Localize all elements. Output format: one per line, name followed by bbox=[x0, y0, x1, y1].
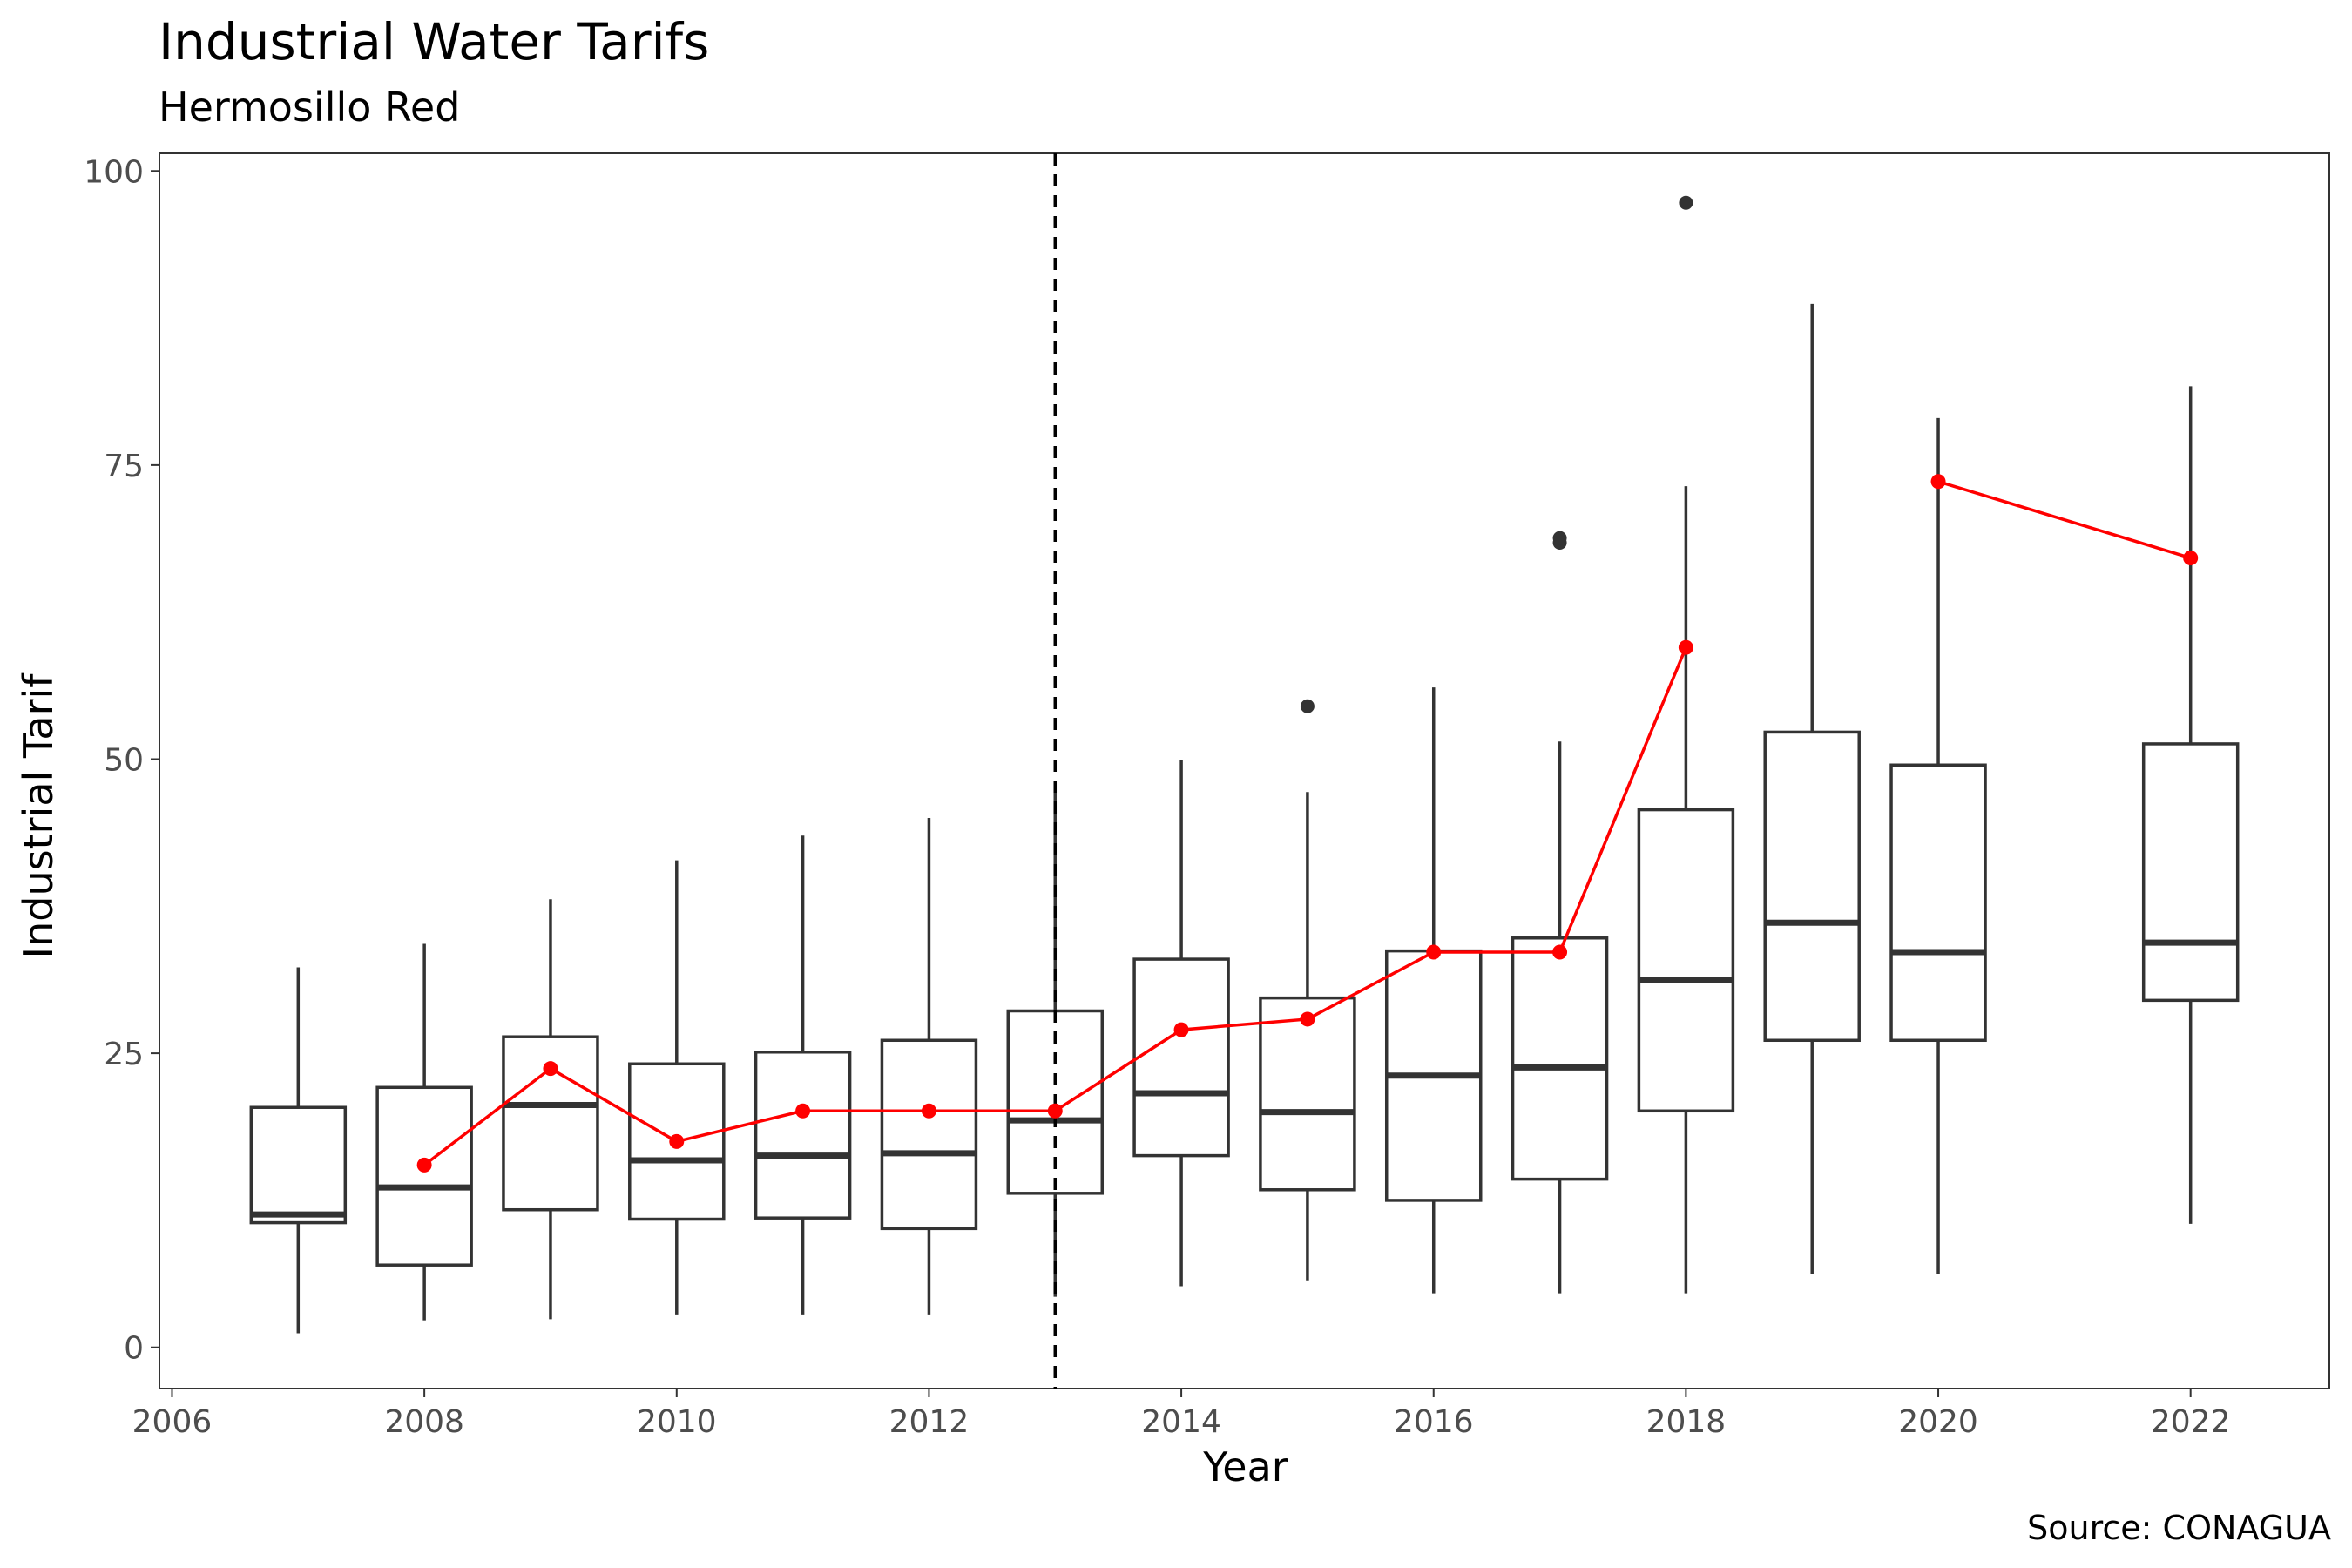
box-2022 bbox=[2141, 386, 2240, 1224]
box-body-2017 bbox=[1511, 936, 1609, 1181]
x-tick-label-2022: 2022 bbox=[2151, 1404, 2231, 1440]
box-2011 bbox=[754, 835, 852, 1315]
box-body-2011 bbox=[754, 1051, 852, 1220]
box-body-2022 bbox=[2141, 742, 2240, 1003]
box-2008 bbox=[375, 943, 473, 1321]
series-point-2012 bbox=[921, 1103, 936, 1119]
y-tick-label-75: 75 bbox=[104, 449, 144, 484]
series-point-2016 bbox=[1426, 944, 1442, 960]
chart-subtitle: Hermosillo Red bbox=[159, 84, 461, 131]
box-body-2012 bbox=[880, 1038, 978, 1231]
y-tick-label-25: 25 bbox=[104, 1037, 144, 1072]
series-line-0-1 bbox=[1937, 480, 2192, 560]
outlier-2015-0 bbox=[1300, 699, 1315, 713]
y-axis-title: Industrial Tarif bbox=[15, 672, 62, 959]
x-tick-label-2016: 2016 bbox=[1394, 1404, 1474, 1440]
series-point-2015 bbox=[1300, 1011, 1315, 1027]
box-body-2009 bbox=[502, 1035, 599, 1212]
x-tick-label-2014: 2014 bbox=[1141, 1404, 1221, 1440]
box-2012 bbox=[880, 818, 978, 1315]
y-tick-label-100: 100 bbox=[84, 154, 144, 190]
x-tick-label-2012: 2012 bbox=[889, 1404, 970, 1440]
box-body-2008 bbox=[375, 1085, 473, 1267]
x-axis: 2006 2008 2010 2012 2014 2016 2018 2020 2022 bbox=[132, 1389, 2231, 1440]
series-point-2022 bbox=[2183, 551, 2199, 566]
outlier-2017-1 bbox=[1552, 531, 1567, 545]
x-tick-label-2008: 2008 bbox=[384, 1404, 464, 1440]
series-point-2013 bbox=[1047, 1103, 1063, 1119]
box-body-2007 bbox=[249, 1105, 348, 1225]
box-2007 bbox=[249, 967, 348, 1334]
box-2009 bbox=[502, 899, 599, 1320]
box-2015 bbox=[1259, 699, 1356, 1281]
box-2017 bbox=[1511, 531, 1609, 1294]
chart-title: Industrial Water Tarifs bbox=[159, 12, 710, 71]
series-point-2017 bbox=[1552, 944, 1568, 960]
boxes-layer bbox=[249, 195, 2240, 1334]
series-point-2018 bbox=[1678, 639, 1693, 655]
series-point-2020 bbox=[1930, 474, 1946, 490]
series-point-2009 bbox=[543, 1061, 558, 1077]
box-body-2015 bbox=[1259, 996, 1356, 1192]
box-2016 bbox=[1384, 687, 1483, 1294]
chart-caption: Source: CONAGUA bbox=[2027, 1509, 2331, 1547]
box-2014 bbox=[1132, 760, 1230, 1287]
outlier-2018-0 bbox=[1679, 195, 1693, 210]
x-tick-label-2020: 2020 bbox=[1898, 1404, 1978, 1440]
box-body-2014 bbox=[1132, 957, 1230, 1158]
x-tick-label-2018: 2018 bbox=[1646, 1404, 1727, 1440]
x-tick-label-2006: 2006 bbox=[132, 1404, 213, 1440]
x-axis-title: Year bbox=[1202, 1443, 1288, 1490]
box-2018 bbox=[1637, 195, 1735, 1294]
series-point-2011 bbox=[795, 1103, 811, 1119]
series-layer bbox=[416, 474, 2199, 1173]
box-body-2020 bbox=[1889, 763, 1987, 1043]
series-point-2010 bbox=[669, 1133, 685, 1149]
series-point-2008 bbox=[416, 1157, 432, 1173]
plot-panel bbox=[159, 152, 2330, 1389]
box-body-2019 bbox=[1763, 730, 1861, 1043]
x-tick-label-2010: 2010 bbox=[637, 1404, 717, 1440]
y-tick-label-0: 0 bbox=[124, 1331, 144, 1367]
box-body-2018 bbox=[1637, 808, 1735, 1113]
y-tick-label-50: 50 bbox=[104, 742, 144, 778]
box-2019 bbox=[1763, 303, 1861, 1275]
series-point-2014 bbox=[1173, 1022, 1189, 1037]
y-axis: 0 25 50 75 100 bbox=[84, 154, 159, 1367]
